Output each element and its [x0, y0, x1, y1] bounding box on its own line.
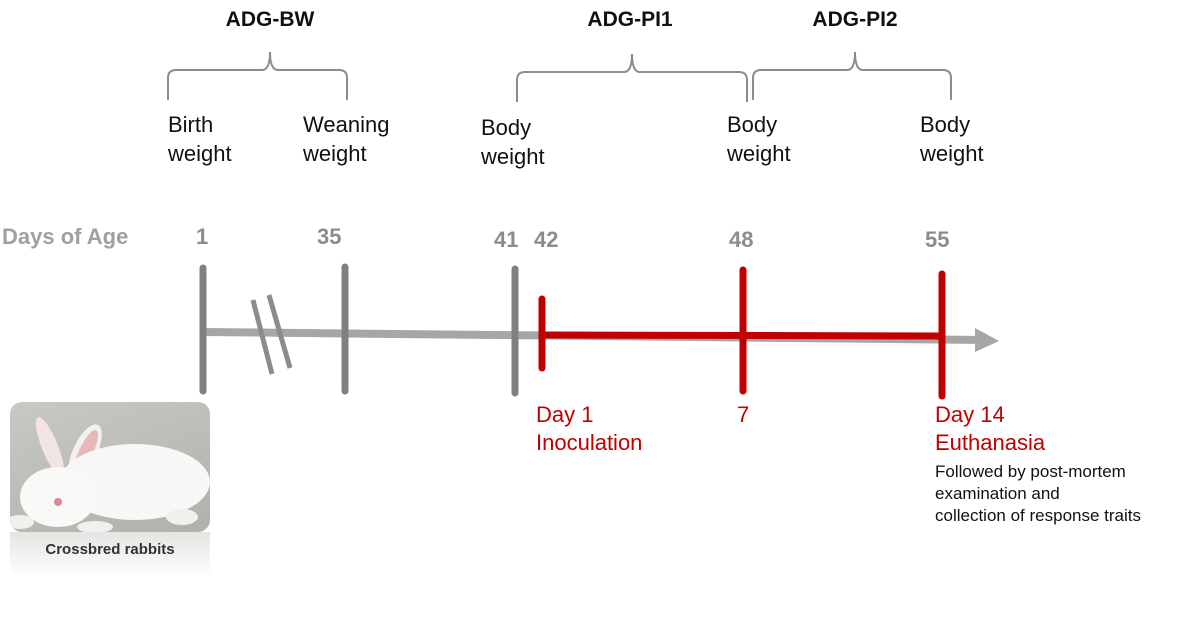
- axis-arrowhead: [975, 328, 999, 352]
- note-line: collection of response traits: [935, 506, 1141, 525]
- post-mortem-note: Followed by post-mortem examination and …: [935, 461, 1141, 527]
- bracket-label-adg-pi2: ADG-PI2: [812, 8, 898, 31]
- axis-label: Days of Age: [2, 224, 129, 249]
- axis-break-mark: [266, 294, 293, 369]
- bracket-label-adg-pi1: ADG-PI1: [587, 8, 673, 31]
- weight-label-line: Birth: [168, 112, 214, 137]
- rabbit-photo: [10, 402, 210, 532]
- weight-label-line: weight: [168, 141, 232, 166]
- weight-label-line: Body: [481, 115, 532, 140]
- rabbit-icon: [10, 417, 210, 532]
- event-line: Inoculation: [536, 430, 643, 455]
- bracket-adg-bw: [167, 51, 348, 100]
- event-line: 7: [737, 402, 750, 427]
- axis-break-mark: [250, 299, 275, 375]
- weight-label-body-55: Body weight: [920, 110, 984, 168]
- event-day-7: 7: [737, 401, 749, 429]
- weight-label-line: weight: [920, 141, 984, 166]
- day-label: 1: [196, 224, 209, 249]
- weight-label-line: weight: [481, 144, 545, 169]
- event-euthanasia: Day 14 Euthanasia: [935, 401, 1045, 457]
- photo-reflection: [10, 532, 210, 577]
- day-label: 35: [317, 224, 342, 249]
- weight-label-body-48: Body weight: [727, 110, 791, 168]
- event-line: Day 14: [935, 402, 1005, 427]
- event-line: Euthanasia: [935, 430, 1046, 455]
- day-label: 48: [729, 227, 754, 252]
- weight-label-birth: Birth weight: [168, 110, 232, 168]
- bracket-adg-pi2: [752, 51, 952, 100]
- note-line: examination and: [935, 484, 1060, 503]
- weight-label-line: Body: [920, 112, 971, 137]
- event-line: Day 1: [536, 402, 594, 427]
- bracket-adg-pi1: [516, 53, 748, 102]
- day-label: 55: [925, 227, 950, 252]
- weight-label-line: weight: [727, 141, 791, 166]
- weight-label-weaning: Weaning weight: [303, 110, 389, 168]
- note-line: Followed by post-mortem: [935, 462, 1126, 481]
- event-inoculation: Day 1 Inoculation: [536, 401, 642, 457]
- weight-label-line: Body: [727, 112, 778, 137]
- weight-label-line: Weaning: [303, 112, 390, 137]
- day-label: 41: [494, 227, 519, 252]
- day-label: 42: [534, 227, 559, 252]
- bracket-label-adg-bw: ADG-BW: [225, 8, 315, 31]
- photo-caption: Crossbred rabbits: [45, 541, 175, 558]
- weight-label-line: weight: [303, 141, 367, 166]
- weight-label-body-41: Body weight: [481, 113, 545, 171]
